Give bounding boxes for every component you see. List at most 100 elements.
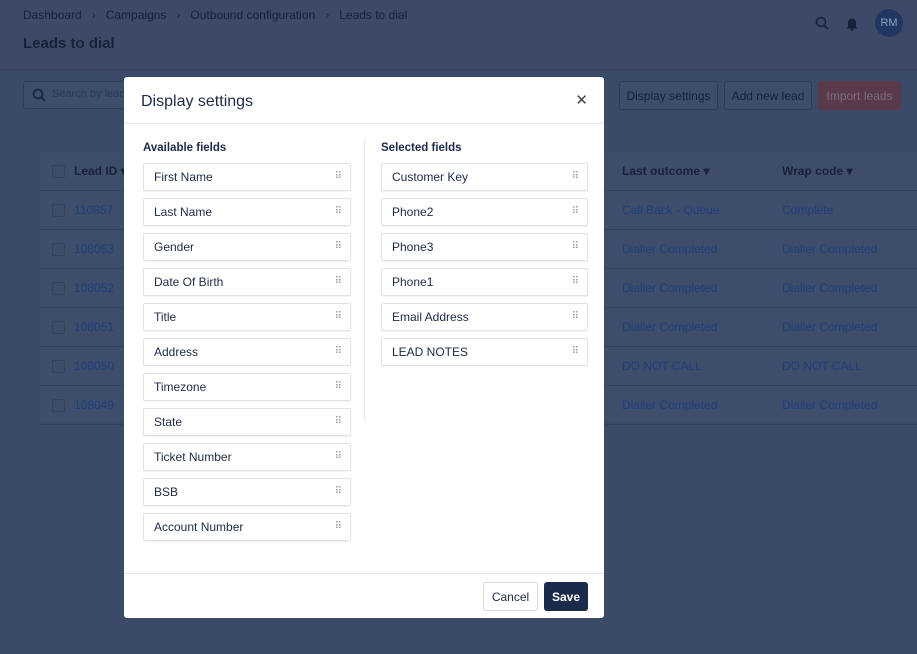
- search-icon[interactable]: [815, 16, 829, 30]
- breadcrumb-current: Leads to dial: [339, 8, 408, 22]
- lead-id-link[interactable]: 110857: [74, 203, 114, 217]
- field-label: Title: [154, 310, 177, 324]
- field-item[interactable]: Ticket Number ⠿: [143, 443, 351, 471]
- field-item[interactable]: Customer Key ⠿: [381, 163, 588, 191]
- search-placeholder: Search by lead: [52, 88, 126, 100]
- field-label: Timezone: [154, 380, 207, 394]
- field-label: Phone3: [392, 240, 434, 254]
- display-settings-button[interactable]: Display settings: [619, 81, 718, 110]
- drag-handle-icon[interactable]: ⠿: [571, 206, 579, 217]
- last-outcome: Call Back - Queue: [622, 203, 720, 217]
- field-item[interactable]: LEAD NOTES ⠿: [381, 338, 588, 366]
- drag-handle-icon[interactable]: ⠿: [571, 276, 579, 287]
- lead-id-link[interactable]: 108049: [74, 398, 115, 412]
- drag-handle-icon[interactable]: ⠿: [334, 171, 342, 182]
- drag-handle-icon[interactable]: ⠿: [334, 206, 342, 217]
- available-fields-heading: Available fields: [143, 142, 227, 154]
- field-label: Customer Key: [392, 170, 469, 184]
- row-checkbox[interactable]: [52, 203, 65, 217]
- field-item[interactable]: Timezone ⠿: [143, 373, 351, 401]
- field-item[interactable]: Gender ⠿: [143, 233, 351, 261]
- drag-handle-icon[interactable]: ⠿: [334, 276, 342, 287]
- field-item[interactable]: Email Address ⠿: [381, 303, 588, 331]
- modal-title: Display settings: [141, 93, 254, 110]
- field-label: Ticket Number: [154, 450, 232, 464]
- field-item[interactable]: Phone2 ⠿: [381, 198, 588, 226]
- last-outcome: Dialler Completed: [622, 398, 718, 412]
- header-wrap-code[interactable]: Wrap code ▾: [782, 164, 853, 178]
- bell-icon[interactable]: [845, 16, 859, 31]
- field-item[interactable]: Title ⠿: [143, 303, 351, 331]
- wrap-code: Dialler Completed: [782, 281, 878, 295]
- field-item[interactable]: Last Name ⠿: [143, 198, 351, 226]
- field-label: Phone1: [392, 275, 434, 289]
- row-checkbox[interactable]: [52, 398, 65, 412]
- selected-fields-column: Selected fields Customer Key ⠿ Phone2 ⠿ Phon…: [381, 142, 588, 373]
- field-label: Phone2: [392, 205, 434, 219]
- field-label: Address: [154, 345, 199, 359]
- lead-id-link[interactable]: 108050: [74, 359, 115, 373]
- drag-handle-icon[interactable]: ⠿: [334, 451, 342, 462]
- drag-handle-icon[interactable]: ⠿: [334, 311, 342, 322]
- drag-handle-icon[interactable]: ⠿: [571, 311, 579, 322]
- field-item[interactable]: Date Of Birth ⠿: [143, 268, 351, 296]
- avatar[interactable]: RM: [875, 9, 903, 37]
- drag-handle-icon[interactable]: ⠿: [334, 241, 342, 252]
- last-outcome: DO NOT CALL: [622, 359, 702, 373]
- breadcrumb: Dashboard › Campaigns › Outbound configura…: [23, 8, 407, 22]
- lead-id-link[interactable]: 108051: [74, 320, 115, 334]
- modal-header: Display settings ✕: [124, 77, 604, 124]
- field-item[interactable]: Phone1 ⠿: [381, 268, 588, 296]
- chevron-right-icon: ›: [176, 8, 181, 22]
- drag-handle-icon[interactable]: ⠿: [334, 346, 342, 357]
- drag-handle-icon[interactable]: ⠿: [334, 416, 342, 427]
- field-item[interactable]: Address ⠿: [143, 338, 351, 366]
- drag-handle-icon[interactable]: ⠿: [334, 521, 342, 532]
- field-item[interactable]: State ⠿: [143, 408, 351, 436]
- import-leads-button[interactable]: Import leads: [818, 81, 901, 110]
- cancel-button[interactable]: Cancel: [483, 582, 538, 611]
- field-item[interactable]: First Name ⠿: [143, 163, 351, 191]
- add-new-lead-button[interactable]: Add new lead: [724, 81, 812, 110]
- available-fields-column: Available fields First Name ⠿ Last Name ⠿ Ge…: [143, 142, 351, 548]
- field-label: Email Address: [392, 310, 469, 324]
- wrap-code: Complete: [782, 203, 834, 217]
- header-last-outcome[interactable]: Last outcome ▾: [622, 164, 710, 178]
- field-item[interactable]: Account Number ⠿: [143, 513, 351, 541]
- field-label: Account Number: [154, 520, 244, 534]
- modal-footer: Cancel Save: [124, 573, 604, 618]
- row-checkbox[interactable]: [52, 281, 65, 295]
- field-label: BSB: [154, 485, 179, 499]
- breadcrumb-campaigns[interactable]: Campaigns: [105, 8, 167, 22]
- field-item[interactable]: Phone3 ⠿: [381, 233, 588, 261]
- breadcrumb-dashboard[interactable]: Dashboard: [23, 8, 82, 22]
- chevron-right-icon: ›: [91, 8, 96, 22]
- selected-fields-heading: Selected fields: [381, 142, 462, 154]
- row-checkbox[interactable]: [52, 242, 65, 256]
- divider: [364, 140, 365, 420]
- breadcrumb-outbound[interactable]: Outbound configuration: [190, 8, 316, 22]
- lead-id-link[interactable]: 108053: [74, 242, 115, 256]
- wrap-code: Dialler Completed: [782, 242, 878, 256]
- wrap-code: DO NOT CALL: [782, 359, 862, 373]
- lead-id-link[interactable]: 108052: [74, 281, 115, 295]
- header-lead-id[interactable]: Lead ID ▾: [74, 164, 127, 178]
- drag-handle-icon[interactable]: ⠿: [571, 171, 579, 182]
- search-icon: [32, 88, 46, 102]
- page-header: Dashboard › Campaigns › Outbound configura…: [0, 0, 917, 70]
- row-checkbox[interactable]: [52, 359, 65, 373]
- wrap-code: Dialler Completed: [782, 398, 878, 412]
- drag-handle-icon[interactable]: ⠿: [334, 381, 342, 392]
- last-outcome: Dialler Completed: [622, 242, 718, 256]
- select-all-checkbox[interactable]: [52, 164, 65, 178]
- field-item[interactable]: BSB ⠿: [143, 478, 351, 506]
- save-button[interactable]: Save: [544, 582, 588, 611]
- last-outcome: Dialler Completed: [622, 320, 718, 334]
- drag-handle-icon[interactable]: ⠿: [571, 346, 579, 357]
- field-label: State: [154, 415, 183, 429]
- drag-handle-icon[interactable]: ⠿: [334, 486, 342, 497]
- drag-handle-icon[interactable]: ⠿: [571, 241, 579, 252]
- row-checkbox[interactable]: [52, 320, 65, 334]
- last-outcome: Dialler Completed: [622, 281, 718, 295]
- close-icon[interactable]: ✕: [575, 92, 588, 109]
